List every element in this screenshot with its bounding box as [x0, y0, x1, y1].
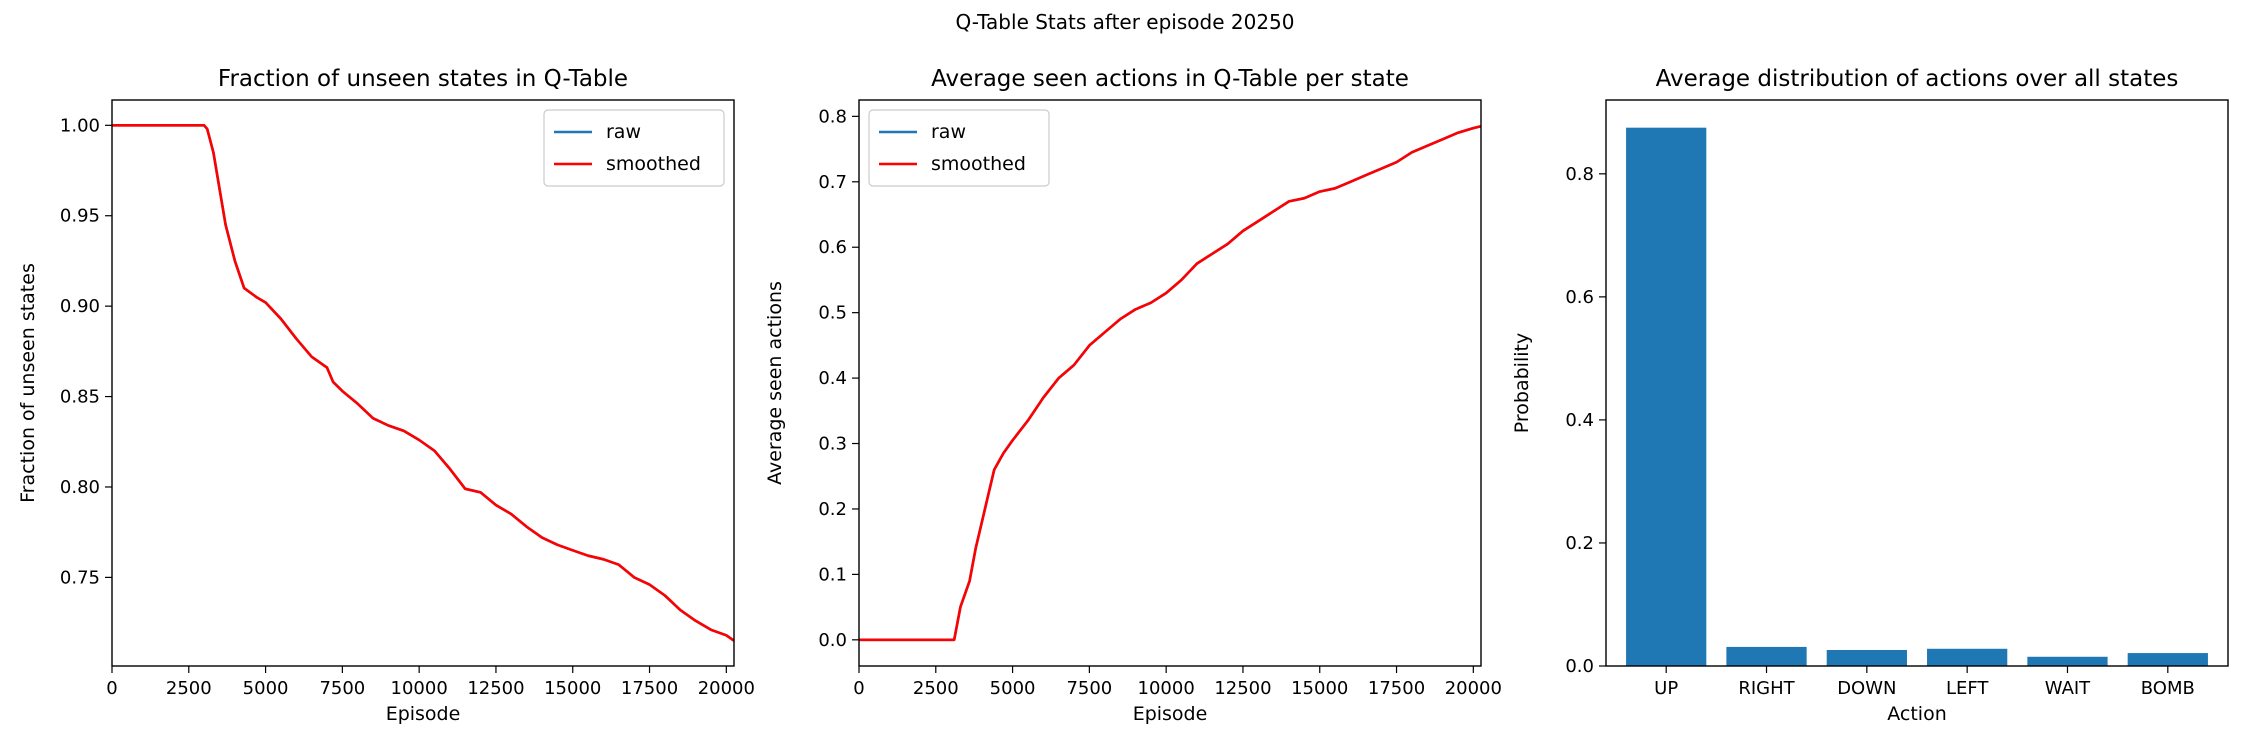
x-axis-label: Episode — [386, 703, 461, 725]
y-tick-label: 0.2 — [818, 499, 847, 520]
x-tick-label: BOMB — [2141, 678, 2195, 699]
series-line-smoothed — [112, 124, 735, 642]
x-tick-label: 15000 — [1291, 678, 1348, 699]
y-tick-label: 0.8 — [1565, 164, 1594, 185]
y-tick-label: 0.90 — [60, 296, 100, 317]
bar-left — [1927, 648, 2008, 666]
y-tick-label: 0.8 — [818, 106, 847, 127]
figure-suptitle: Q-Table Stats after episode 20250 — [955, 10, 1295, 34]
x-tick-label: UP — [1654, 678, 1678, 699]
y-tick-label: 0.4 — [818, 368, 847, 389]
y-tick-label: 0.1 — [818, 564, 847, 585]
x-tick-label: 15000 — [544, 678, 601, 699]
bar-down — [1826, 650, 1907, 666]
x-tick-label: 2500 — [913, 678, 959, 699]
y-tick-label: 0.95 — [60, 206, 100, 227]
y-tick-label: 0.6 — [1565, 287, 1594, 308]
legend-label-raw: raw — [606, 121, 641, 143]
x-tick-label: 20000 — [698, 678, 755, 699]
y-tick-label: 0.3 — [818, 434, 847, 455]
chart-title: Average seen actions in Q-Table per stat… — [931, 66, 1409, 92]
y-tick-label: 0.2 — [1565, 533, 1594, 554]
axes-frame — [1605, 99, 2229, 667]
x-tick-label: 10000 — [391, 678, 448, 699]
x-tick-label: 0 — [106, 678, 117, 699]
x-tick-label: 7500 — [1066, 678, 1112, 699]
legend-label-smoothed: smoothed — [931, 153, 1026, 175]
y-tick-label: 0.0 — [818, 630, 847, 651]
bar-right — [1726, 646, 1807, 666]
legend-label-smoothed: smoothed — [606, 153, 701, 175]
x-tick-label: 7500 — [319, 678, 365, 699]
x-tick-label: DOWN — [1837, 678, 1896, 699]
x-axis-label: Episode — [1133, 703, 1208, 725]
y-tick-label: 1.00 — [60, 115, 100, 136]
series-line-smoothed — [859, 124, 1482, 642]
y-tick-label: 0.4 — [1565, 410, 1594, 431]
x-tick-label: WAIT — [2045, 678, 2091, 699]
legend-label-raw: raw — [931, 121, 966, 143]
x-tick-label: LEFT — [1946, 678, 1989, 699]
y-axis-label: Fraction of unseen states — [17, 263, 39, 503]
chart-title: Fraction of unseen states in Q-Table — [218, 66, 628, 92]
bar-wait — [2027, 656, 2108, 666]
series-line-raw — [859, 124, 1482, 642]
x-tick-label: 12500 — [1214, 678, 1271, 699]
y-axis-label: Average seen actions — [764, 281, 786, 485]
x-tick-label: 12500 — [467, 678, 524, 699]
legend-box — [868, 109, 1050, 187]
series-line-raw — [112, 124, 735, 642]
y-tick-label: 0.5 — [818, 303, 847, 324]
x-tick-label: 20000 — [1445, 678, 1502, 699]
x-tick-label: 0 — [853, 678, 864, 699]
x-tick-label: 5000 — [990, 678, 1036, 699]
legend-box — [543, 109, 725, 187]
y-tick-label: 0.0 — [1565, 656, 1594, 677]
bar-up — [1626, 127, 1707, 666]
x-tick-label: RIGHT — [1738, 678, 1795, 699]
y-tick-label: 0.7 — [818, 172, 847, 193]
y-tick-label: 0.75 — [60, 567, 100, 588]
x-tick-label: 17500 — [621, 678, 678, 699]
x-tick-label: 17500 — [1368, 678, 1425, 699]
chart-action-distribution: Average distribution of actions over all… — [1511, 66, 2229, 725]
y-tick-label: 0.80 — [60, 477, 100, 498]
axes-frame — [858, 99, 1482, 667]
chart-seen-actions: Average seen actions in Q-Table per stat… — [764, 66, 1502, 725]
y-tick-label: 0.6 — [818, 237, 847, 258]
x-axis-label: Action — [1887, 703, 1947, 725]
x-tick-label: 2500 — [166, 678, 212, 699]
y-axis-label: Probability — [1511, 333, 1533, 433]
y-tick-label: 0.85 — [60, 387, 100, 408]
axes-frame — [111, 99, 735, 667]
legend: raw smoothed — [543, 109, 725, 187]
x-tick-label: 10000 — [1138, 678, 1195, 699]
x-tick-label: 5000 — [243, 678, 289, 699]
chart-title: Average distribution of actions over all… — [1656, 66, 2179, 92]
legend: raw smoothed — [868, 109, 1050, 187]
bar-bomb — [2127, 653, 2208, 666]
chart-unseen-states: Fraction of unseen states in Q-Table 0 250… — [17, 66, 755, 725]
